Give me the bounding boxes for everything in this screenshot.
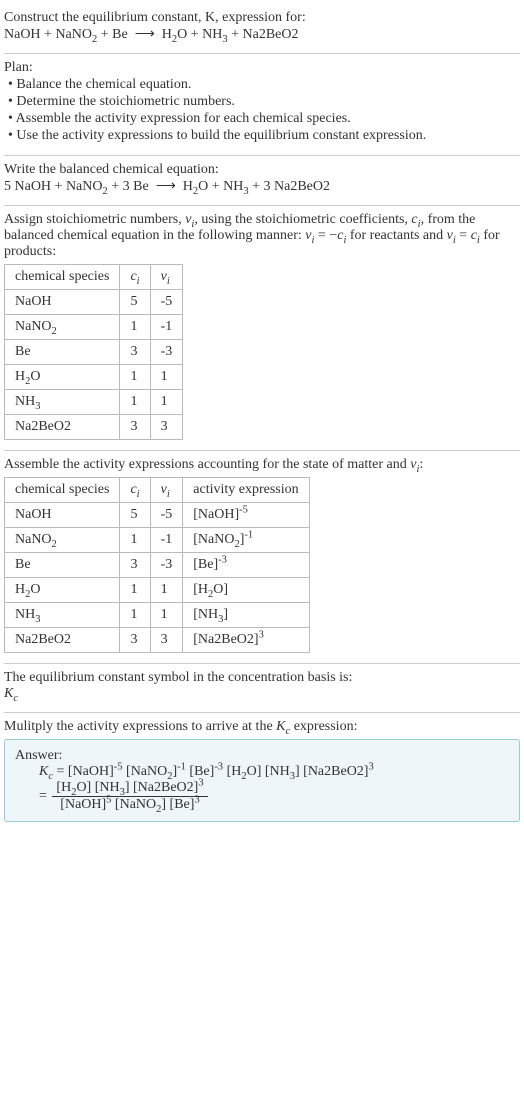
plan-item: • Balance the chemical equation. xyxy=(8,77,520,93)
cell-c: 1 xyxy=(120,603,150,628)
symbol-line1: The equilibrium constant symbol in the c… xyxy=(4,670,520,686)
answer-box: Answer: Kc = [NaOH]-5 [NaNO2]-1 [Be]-3 [… xyxy=(4,739,520,822)
balanced-heading: Write the balanced chemical equation: xyxy=(4,162,520,178)
cell-v: 1 xyxy=(150,603,183,628)
plan-list: • Balance the chemical equation. • Deter… xyxy=(4,77,520,144)
table-row: NaNO21-1 xyxy=(5,315,183,340)
stoich-section: Assign stoichiometric numbers, νi, using… xyxy=(4,206,520,451)
plan-section: Plan: • Balance the chemical equation. •… xyxy=(4,54,520,156)
cell-species: NaOH xyxy=(5,290,120,315)
col-species: chemical species xyxy=(5,265,120,290)
table-row: Na2BeO233 xyxy=(5,415,183,440)
cell-v: 3 xyxy=(150,415,183,440)
activity-table: chemical species ci νi activity expressi… xyxy=(4,477,310,653)
cell-c: 3 xyxy=(120,628,150,653)
prompt-equation: NaOH + NaNO2 + Be ⟶ H2O + NH3 + Na2BeO2 xyxy=(4,26,520,43)
plan-item: • Assemble the activity expression for e… xyxy=(8,111,520,127)
cell-species: Be xyxy=(5,553,120,578)
answer-section: Mulitply the activity expressions to arr… xyxy=(4,713,520,832)
answer-line1: Kc = [NaOH]-5 [NaNO2]-1 [Be]-3 [H2O] [NH… xyxy=(39,764,509,780)
cell-expr: [NaOH]-5 xyxy=(183,503,309,528)
cell-c: 3 xyxy=(120,415,150,440)
cell-v: -5 xyxy=(150,290,183,315)
symbol-kc: Kc xyxy=(4,686,520,702)
answer-fraction: [H2O] [NH3] [Na2BeO2]3 [NaOH]5 [NaNO2] [… xyxy=(52,780,207,813)
table-row: Be3-3[Be]-3 xyxy=(5,553,310,578)
cell-species: NH3 xyxy=(5,390,120,415)
multiply-intro: Mulitply the activity expressions to arr… xyxy=(4,719,520,735)
cell-v: -3 xyxy=(150,340,183,365)
stoich-intro: Assign stoichiometric numbers, νi, using… xyxy=(4,212,520,260)
table-header-row: chemical species ci νi xyxy=(5,265,183,290)
cell-species: Na2BeO2 xyxy=(5,628,120,653)
cell-species: NaOH xyxy=(5,503,120,528)
table-row: Na2BeO233[Na2BeO2]3 xyxy=(5,628,310,653)
cell-expr: [Na2BeO2]3 xyxy=(183,628,309,653)
fraction-denominator: [NaOH]5 [NaNO2] [Be]3 xyxy=(52,797,207,813)
cell-expr: [NH3] xyxy=(183,603,309,628)
table-row: NaOH5-5 xyxy=(5,290,183,315)
answer-line2: = [H2O] [NH3] [Na2BeO2]3 [NaOH]5 [NaNO2]… xyxy=(39,780,509,813)
col-activity: activity expression xyxy=(183,478,309,503)
table-row: NaOH5-5[NaOH]-5 xyxy=(5,503,310,528)
table-row: H2O11[H2O] xyxy=(5,578,310,603)
cell-expr: [H2O] xyxy=(183,578,309,603)
cell-c: 3 xyxy=(120,340,150,365)
cell-v: -3 xyxy=(150,553,183,578)
symbol-section: The equilibrium constant symbol in the c… xyxy=(4,664,520,713)
table-row: NH311[NH3] xyxy=(5,603,310,628)
cell-v: -1 xyxy=(150,315,183,340)
cell-c: 5 xyxy=(120,290,150,315)
balanced-equation: 5 NaOH + NaNO2 + 3 Be ⟶ H2O + NH3 + 3 Na… xyxy=(4,178,520,195)
cell-c: 1 xyxy=(120,528,150,553)
table-row: H2O11 xyxy=(5,365,183,390)
cell-species: NH3 xyxy=(5,603,120,628)
equals-sign: = xyxy=(39,789,50,804)
cell-species: NaNO2 xyxy=(5,315,120,340)
cell-v: 3 xyxy=(150,628,183,653)
plan-item: • Determine the stoichiometric numbers. xyxy=(8,94,520,110)
cell-c: 3 xyxy=(120,553,150,578)
balanced-section: Write the balanced chemical equation: 5 … xyxy=(4,156,520,206)
prompt-section: Construct the equilibrium constant, K, e… xyxy=(4,4,520,54)
cell-species: H2O xyxy=(5,365,120,390)
cell-c: 1 xyxy=(120,365,150,390)
cell-species: H2O xyxy=(5,578,120,603)
table-row: NH311 xyxy=(5,390,183,415)
table-header-row: chemical species ci νi activity expressi… xyxy=(5,478,310,503)
cell-v: 1 xyxy=(150,578,183,603)
activity-section: Assemble the activity expressions accoun… xyxy=(4,451,520,664)
cell-c: 5 xyxy=(120,503,150,528)
cell-species: NaNO2 xyxy=(5,528,120,553)
activity-intro: Assemble the activity expressions accoun… xyxy=(4,457,520,473)
cell-expr: [Be]-3 xyxy=(183,553,309,578)
cell-species: Na2BeO2 xyxy=(5,415,120,440)
cell-c: 1 xyxy=(120,390,150,415)
plan-heading: Plan: xyxy=(4,60,520,76)
cell-c: 1 xyxy=(120,578,150,603)
cell-v: 1 xyxy=(150,390,183,415)
cell-v: -1 xyxy=(150,528,183,553)
col-vi: νi xyxy=(150,478,183,503)
stoich-table: chemical species ci νi NaOH5-5 NaNO21-1 … xyxy=(4,264,183,440)
col-vi: νi xyxy=(150,265,183,290)
col-ci: ci xyxy=(120,265,150,290)
cell-expr: [NaNO2]-1 xyxy=(183,528,309,553)
cell-c: 1 xyxy=(120,315,150,340)
cell-v: -5 xyxy=(150,503,183,528)
col-ci: ci xyxy=(120,478,150,503)
prompt-line1: Construct the equilibrium constant, K, e… xyxy=(4,10,520,26)
fraction-numerator: [H2O] [NH3] [Na2BeO2]3 xyxy=(52,780,207,797)
cell-species: Be xyxy=(5,340,120,365)
table-row: Be3-3 xyxy=(5,340,183,365)
cell-v: 1 xyxy=(150,365,183,390)
table-row: NaNO21-1[NaNO2]-1 xyxy=(5,528,310,553)
answer-label: Answer: xyxy=(15,748,509,764)
col-species: chemical species xyxy=(5,478,120,503)
plan-item: • Use the activity expressions to build … xyxy=(8,128,520,144)
answer-body: Kc = [NaOH]-5 [NaNO2]-1 [Be]-3 [H2O] [NH… xyxy=(15,764,509,813)
